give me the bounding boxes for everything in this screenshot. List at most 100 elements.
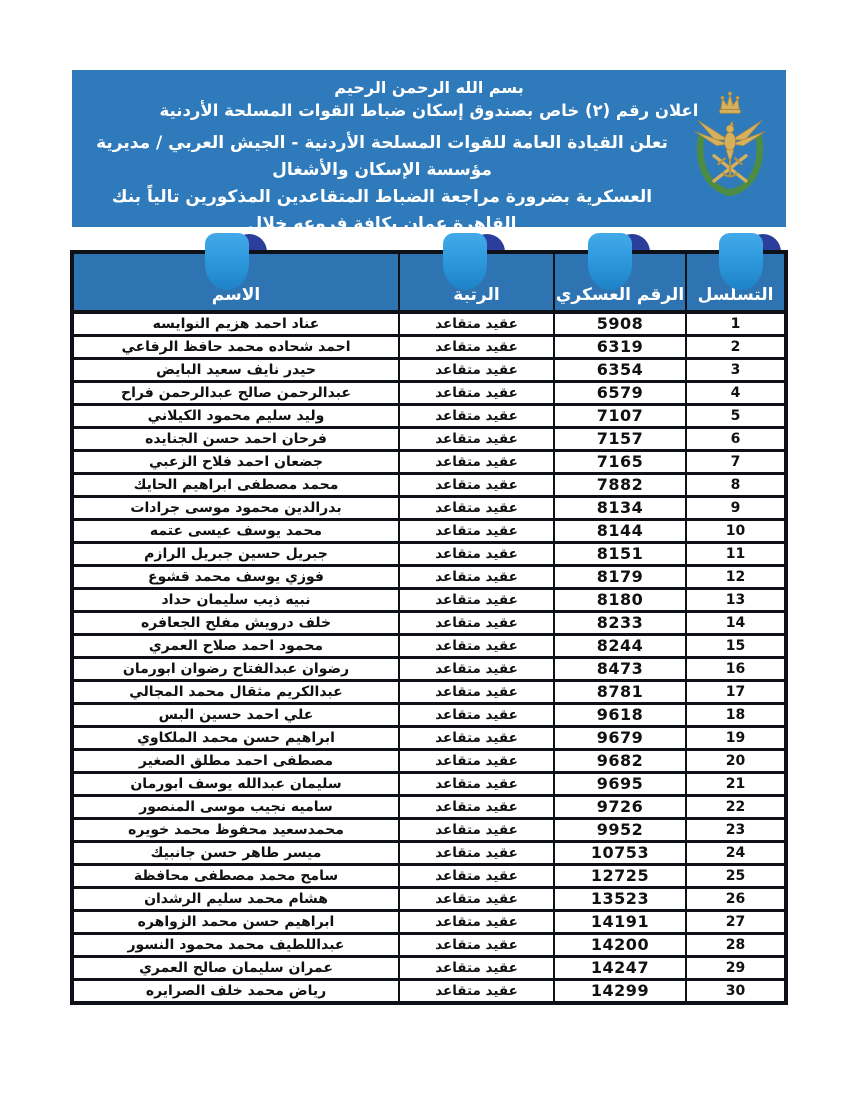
military-number-cell: 9618 — [553, 702, 687, 728]
column-tab-icon — [205, 233, 249, 290]
table-row: 2 6319 عقيد متقاعد احمد شحاده محمد حافظ … — [71, 334, 787, 360]
rank-cell: عقيد متقاعد — [398, 495, 555, 521]
rank-cell: عقيد متقاعد — [398, 380, 555, 406]
military-number-cell: 12725 — [553, 863, 687, 889]
name-cell: ابراهيم حسن محمد الملكاوي — [71, 725, 400, 751]
rank-cell: عقيد متقاعد — [398, 518, 555, 544]
table-row: 28 14200 عقيد متقاعد عبداللطيف محمد محمو… — [71, 932, 787, 958]
name-cell: فوزي يوسف محمد قشوع — [71, 564, 400, 590]
rank-cell: عقيد متقاعد — [398, 564, 555, 590]
serial-cell: 27 — [685, 909, 787, 935]
military-number-cell: 8781 — [553, 679, 687, 705]
name-cell: محمد يوسف عيسى عتمه — [71, 518, 400, 544]
name-cell: عبدالرحمن صالح عبدالرحمن فراح — [71, 380, 400, 406]
rank-cell: عقيد متقاعد — [398, 771, 555, 797]
military-number-cell: 9695 — [553, 771, 687, 797]
military-number-cell: 8144 — [553, 518, 687, 544]
name-cell: محمد مصطفى ابراهيم الحايك — [71, 472, 400, 498]
table-row: 19 9679 عقيد متقاعد ابراهيم حسن محمد الم… — [71, 725, 787, 751]
name-cell: احمد شحاده محمد حافظ الرفاعي — [71, 334, 400, 360]
name-cell: رياض محمد خلف الصرايره — [71, 978, 400, 1005]
serial-cell: 22 — [685, 794, 787, 820]
name-cell: بدرالدين محمود موسى جرادات — [71, 495, 400, 521]
serial-cell: 14 — [685, 610, 787, 636]
military-number-cell: 14299 — [553, 978, 687, 1005]
military-number-cell: 9726 — [553, 794, 687, 820]
column-tab-icon — [588, 233, 632, 290]
table-row: 23 9952 عقيد متقاعد محمدسعيد محفوظ محمد … — [71, 817, 787, 843]
military-number-cell: 9679 — [553, 725, 687, 751]
rank-cell: عقيد متقاعد — [398, 794, 555, 820]
serial-cell: 13 — [685, 587, 787, 613]
name-cell: علي احمد حسين البس — [71, 702, 400, 728]
rank-cell: عقيد متقاعد — [398, 633, 555, 659]
serial-cell: 29 — [685, 955, 787, 981]
retired-officers-table: التسلسل الرقم العسكري الرتبة الاسم 1 590… — [70, 250, 788, 1005]
jordan-armed-forces-emblem-icon — [694, 91, 766, 197]
serial-cell: 16 — [685, 656, 787, 682]
rank-cell: عقيد متقاعد — [398, 449, 555, 475]
military-number-cell: 6579 — [553, 380, 687, 406]
serial-cell: 28 — [685, 932, 787, 958]
rank-cell: عقيد متقاعد — [398, 840, 555, 866]
name-cell: مصطفى احمد مطلق الصغير — [71, 748, 400, 774]
table-row: 16 8473 عقيد متقاعد رضوان عبدالفتاح رضوا… — [71, 656, 787, 682]
rank-cell: عقيد متقاعد — [398, 978, 555, 1005]
name-cell: محمدسعيد محفوظ محمد خويره — [71, 817, 400, 843]
column-tab-icon — [719, 233, 763, 290]
rank-cell: عقيد متقاعد — [398, 310, 555, 337]
serial-cell: 2 — [685, 334, 787, 360]
military-number-cell: 7107 — [553, 403, 687, 429]
table-header-row: التسلسل الرقم العسكري الرتبة الاسم — [71, 251, 787, 314]
table-row: 24 10753 عقيد متقاعد ميسر طاهر حسن جانبي… — [71, 840, 787, 866]
name-cell: عبدالكريم مثقال محمد المجالي — [71, 679, 400, 705]
serial-cell: 24 — [685, 840, 787, 866]
name-cell: وليد سليم محمود الكيلاني — [71, 403, 400, 429]
rank-cell: عقيد متقاعد — [398, 909, 555, 935]
name-cell: محمود احمد صلاح العمري — [71, 633, 400, 659]
table-row: 26 13523 عقيد متقاعد هشام محمد سليم الرش… — [71, 886, 787, 912]
serial-cell: 7 — [685, 449, 787, 475]
table-row: 1 5908 عقيد متقاعد عناد احمد هزيم النواي… — [71, 310, 787, 337]
name-cell: هشام محمد سليم الرشدان — [71, 886, 400, 912]
column-tab-icon — [443, 233, 487, 290]
announcement-header: بسم الله الرحمن الرحيم اعلان رقم (٢) خاص… — [72, 70, 786, 315]
serial-cell: 30 — [685, 978, 787, 1005]
rank-cell: عقيد متقاعد — [398, 472, 555, 498]
table-row: 25 12725 عقيد متقاعد سامح محمد مصطفى محا… — [71, 863, 787, 889]
serial-cell: 9 — [685, 495, 787, 521]
rank-cell: عقيد متقاعد — [398, 932, 555, 958]
serial-cell: 25 — [685, 863, 787, 889]
military-number-cell: 8151 — [553, 541, 687, 567]
rank-cell: عقيد متقاعد — [398, 656, 555, 682]
military-number-cell: 6319 — [553, 334, 687, 360]
military-number-cell: 6354 — [553, 357, 687, 383]
serial-cell: 5 — [685, 403, 787, 429]
serial-cell: 23 — [685, 817, 787, 843]
name-cell: ساميه نجيب موسى المنصور — [71, 794, 400, 820]
serial-cell: 3 — [685, 357, 787, 383]
name-cell: سامح محمد مصطفى محافظة — [71, 863, 400, 889]
rank-cell: عقيد متقاعد — [398, 748, 555, 774]
name-cell: عناد احمد هزيم النوايسه — [71, 310, 400, 337]
table-row: 6 7157 عقيد متقاعد فرحان احمد حسن الجناي… — [71, 426, 787, 452]
serial-cell: 8 — [685, 472, 787, 498]
name-cell: حيدر نايف سعيد البايض — [71, 357, 400, 383]
table-row: 3 6354 عقيد متقاعد حيدر نايف سعيد البايض — [71, 357, 787, 383]
rank-cell: عقيد متقاعد — [398, 610, 555, 636]
name-cell: ميسر طاهر حسن جانبيك — [71, 840, 400, 866]
serial-cell: 19 — [685, 725, 787, 751]
military-number-cell: 5908 — [553, 310, 687, 337]
military-number-cell: 14247 — [553, 955, 687, 981]
rank-cell: عقيد متقاعد — [398, 863, 555, 889]
table-row: 9 8134 عقيد متقاعد بدرالدين محمود موسى ج… — [71, 495, 787, 521]
table-row: 12 8179 عقيد متقاعد فوزي يوسف محمد قشوع — [71, 564, 787, 590]
name-cell: جضعان احمد فلاح الزعبي — [71, 449, 400, 475]
serial-cell: 26 — [685, 886, 787, 912]
table-row: 20 9682 عقيد متقاعد مصطفى احمد مطلق الصغ… — [71, 748, 787, 774]
table-row: 10 8144 عقيد متقاعد محمد يوسف عيسى عتمه — [71, 518, 787, 544]
military-number-cell: 8134 — [553, 495, 687, 521]
military-number-cell: 10753 — [553, 840, 687, 866]
serial-cell: 17 — [685, 679, 787, 705]
table-row: 8 7882 عقيد متقاعد محمد مصطفى ابراهيم ال… — [71, 472, 787, 498]
